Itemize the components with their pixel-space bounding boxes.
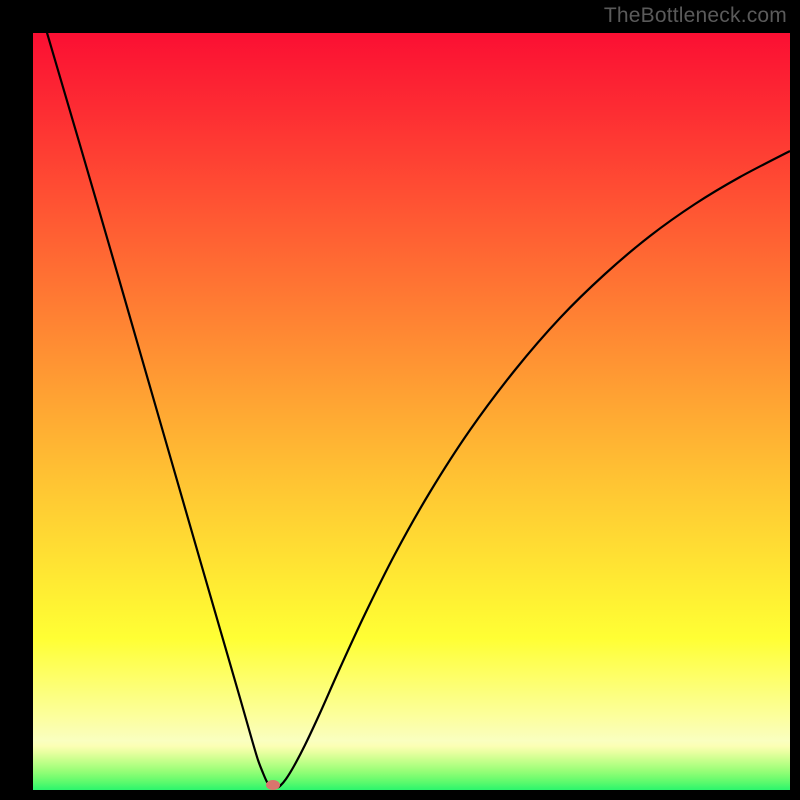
curve-layer <box>0 0 800 800</box>
bottleneck-curve <box>33 0 790 788</box>
watermark-text: TheBottleneck.com <box>604 4 787 28</box>
optimum-marker <box>266 780 280 790</box>
